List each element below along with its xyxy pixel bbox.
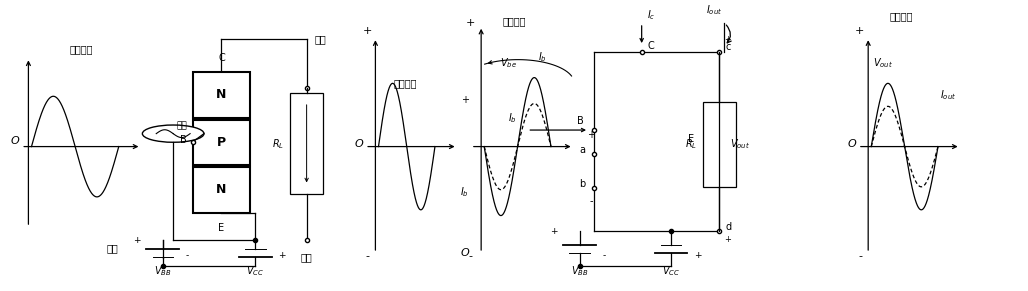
Text: 输入: 输入 [176, 121, 187, 130]
Text: $V_{out}$: $V_{out}$ [874, 56, 893, 70]
Text: +: + [278, 251, 286, 260]
Text: +: + [550, 227, 557, 236]
Text: +: + [725, 35, 731, 44]
Text: b: b [580, 179, 586, 189]
Text: +: + [461, 95, 469, 105]
Bar [703, 102, 736, 187]
Text: $I_b$: $I_b$ [508, 111, 517, 125]
Text: $I_c$: $I_c$ [647, 9, 655, 22]
Text: 输出: 输出 [315, 34, 327, 44]
Text: B: B [577, 116, 584, 126]
Text: P: P [217, 136, 226, 149]
Text: +: + [466, 18, 476, 28]
Text: $I_b$: $I_b$ [538, 50, 547, 64]
Text: -: - [229, 236, 232, 245]
Text: -: - [602, 251, 605, 260]
Text: $V_{BB}$: $V_{BB}$ [571, 265, 588, 278]
Bar [193, 72, 250, 118]
Text: N: N [216, 183, 226, 196]
Text: $I_{out}$: $I_{out}$ [940, 88, 956, 102]
Text: $V_{CC}$: $V_{CC}$ [247, 265, 264, 278]
Text: -: - [858, 251, 861, 261]
Circle shape [142, 125, 204, 142]
Text: $V_{BB}$: $V_{BB}$ [154, 265, 172, 278]
Text: 交流输入: 交流输入 [70, 44, 93, 54]
Text: $I_b$: $I_b$ [461, 185, 469, 199]
Text: O: O [461, 248, 469, 258]
Text: a: a [580, 145, 586, 155]
Text: -: - [589, 196, 593, 206]
Text: +: + [725, 235, 731, 244]
Text: O: O [847, 139, 856, 149]
Text: +: + [133, 236, 140, 245]
Text: B: B [180, 135, 187, 145]
Bar [193, 120, 250, 165]
Text: $I_{out}$: $I_{out}$ [706, 3, 723, 17]
Text: +: + [694, 251, 701, 260]
Text: $R_L$: $R_L$ [685, 138, 697, 151]
Text: E: E [688, 134, 694, 143]
Text: $V_{CC}$: $V_{CC}$ [662, 265, 681, 278]
Text: c: c [726, 42, 731, 52]
Text: O: O [10, 136, 20, 146]
Text: $V_{be}$: $V_{be}$ [500, 56, 516, 70]
Text: -: - [646, 227, 649, 236]
Bar [290, 93, 323, 194]
Text: 共通: 共通 [107, 244, 118, 254]
Text: E: E [218, 223, 224, 233]
Bar [193, 167, 250, 213]
Text: N: N [216, 88, 226, 101]
Text: 交流输出: 交流输出 [394, 78, 417, 88]
Text: $V_{out}$: $V_{out}$ [730, 138, 749, 151]
Text: +: + [363, 26, 372, 36]
Text: O: O [355, 139, 363, 149]
Text: d: d [726, 222, 732, 232]
Text: -: - [469, 251, 473, 261]
Text: 输出信号: 输出信号 [890, 11, 913, 21]
Text: -: - [185, 251, 189, 260]
Text: C: C [648, 41, 655, 51]
Text: 输入信号: 输入信号 [503, 17, 526, 26]
Text: 共通: 共通 [301, 252, 313, 262]
Text: -: - [365, 251, 369, 261]
Text: +: + [855, 26, 865, 36]
Text: +: + [587, 130, 595, 140]
Text: $R_L$: $R_L$ [271, 137, 284, 151]
Text: C: C [218, 53, 225, 63]
